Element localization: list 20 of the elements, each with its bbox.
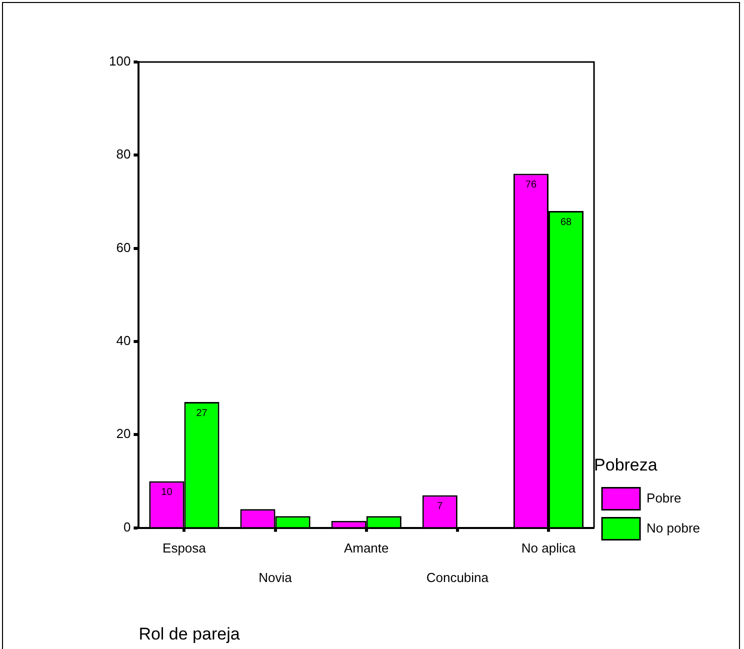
data-label: 68 — [560, 216, 572, 228]
y-tick-label: 40 — [116, 333, 131, 348]
y-tick-label: 80 — [116, 146, 131, 162]
legend-title: Pobreza — [594, 456, 658, 475]
data-label: 10 — [161, 486, 173, 498]
x-tick-label: Amante — [344, 540, 389, 556]
x-tick-label: No aplica — [521, 540, 576, 556]
x-tick-label: Esposa — [162, 540, 207, 556]
x-tick-label: Concubina — [426, 570, 490, 586]
data-label: 76 — [525, 180, 537, 191]
x-axis-title: Rol de pareja — [138, 624, 240, 644]
y-tick-label: 20 — [116, 426, 131, 442]
y-tick-label: 60 — [116, 240, 131, 255]
data-label: 7 — [437, 500, 444, 512]
legend-label: No pobre — [646, 520, 700, 536]
y-tick-label: 100 — [108, 54, 131, 69]
x-tick-label: Novia — [258, 570, 293, 586]
y-tick-label: 0 — [123, 519, 131, 534]
legend-label: Pobre — [646, 490, 682, 506]
data-label: 27 — [196, 408, 208, 419]
